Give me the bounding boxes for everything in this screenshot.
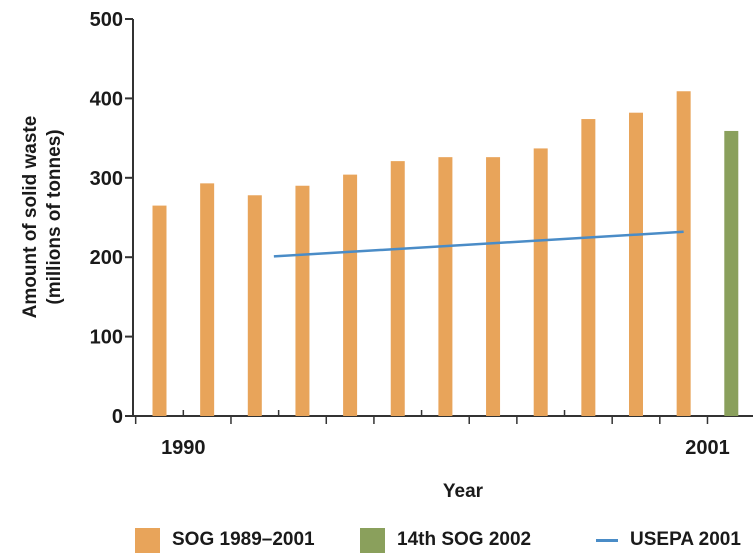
bar-sog14	[724, 130, 739, 417]
legend-swatch-usepa	[596, 538, 618, 542]
y-tick-label: 300	[90, 168, 123, 190]
y-tick-label: 100	[90, 327, 123, 349]
bar-sog	[343, 174, 358, 416]
legend-label-sog: SOG 1989–2001	[172, 529, 315, 550]
bar-sog	[390, 161, 405, 416]
bar-sog	[247, 195, 262, 416]
legend-item-usepa: USEPA 2001	[596, 525, 741, 555]
chart-area: 0 100 200 300 400 500 1990 2001 Year Amount of…	[20, 9, 753, 502]
x-tick-label: 2001	[685, 437, 730, 459]
y-tick-label: 200	[90, 247, 123, 269]
x-axis-title: Year	[443, 481, 484, 502]
legend-swatch-sog	[135, 527, 160, 553]
bar-sog	[200, 183, 215, 416]
y-axis-subtitle: (millions of tonnes)	[44, 129, 65, 304]
x-ticks-group: 1990 2001	[134, 410, 730, 459]
bar-sog	[486, 157, 501, 416]
y-tick-label: 400	[90, 88, 123, 110]
y-axis-title: Amount of solid waste	[20, 116, 41, 319]
y-axis-title-group: Amount of solid waste (millions of tonne…	[20, 116, 65, 319]
y-ticks-group: 0 100 200 300 400 500	[90, 9, 133, 428]
legend-item-sog14: 14th SOG 2002	[360, 525, 531, 555]
legend: SOG 1989–2001 14th SOG 2002 USEPA 2001	[0, 525, 753, 555]
y-tick-label: 500	[90, 9, 123, 31]
bars-group	[152, 91, 739, 417]
bar-sog	[438, 157, 453, 416]
legend-label-sog14: 14th SOG 2002	[397, 529, 532, 550]
bar-sog	[581, 119, 596, 416]
bar-sog	[152, 205, 167, 416]
legend-label-usepa: USEPA 2001	[630, 529, 741, 550]
trend-line-group	[273, 230, 684, 258]
bar-sog	[676, 91, 691, 416]
bar-sog	[629, 112, 643, 416]
legend-item-sog: SOG 1989–2001	[135, 525, 315, 555]
x-tick-label: 1990	[161, 437, 206, 459]
usepa-trend-line	[273, 230, 684, 258]
bar-sog	[533, 148, 548, 416]
y-tick-label: 0	[112, 406, 123, 428]
bar-sog	[295, 185, 310, 416]
legend-swatch-sog14	[360, 527, 385, 553]
